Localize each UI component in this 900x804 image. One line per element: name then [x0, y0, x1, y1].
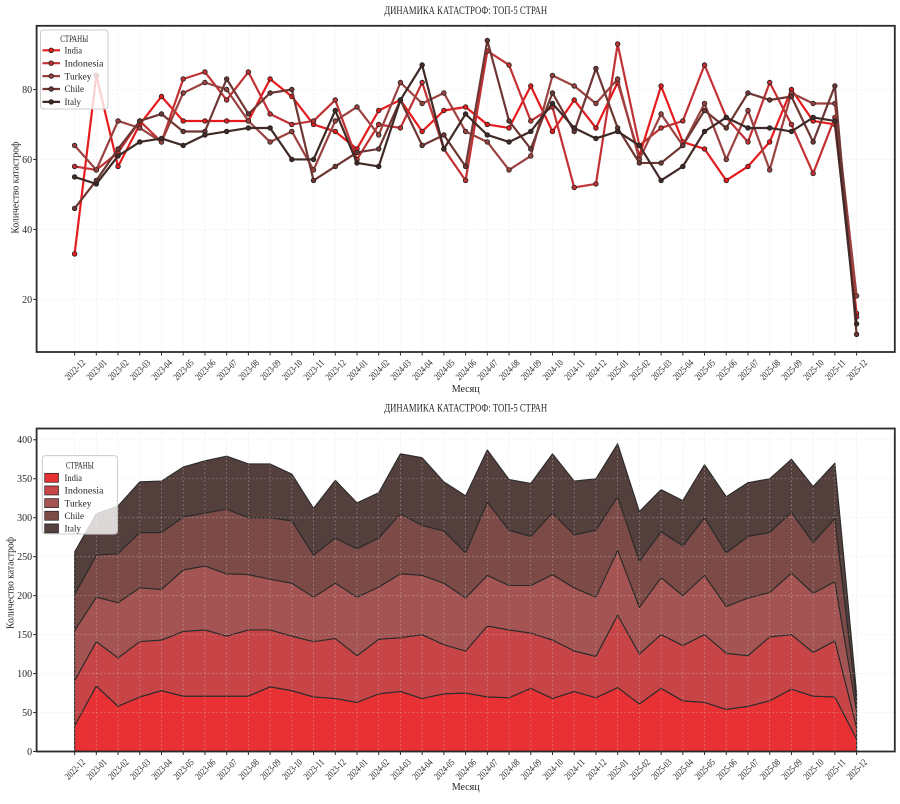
svg-text:0: 0: [27, 747, 32, 758]
svg-text:India: India: [65, 474, 83, 484]
svg-text:40: 40: [22, 225, 32, 236]
svg-text:Italy: Italy: [65, 98, 82, 108]
svg-text:300: 300: [17, 513, 32, 524]
svg-text:60: 60: [22, 155, 32, 166]
svg-text:India: India: [65, 47, 83, 57]
svg-text:СТРАНЫ: СТРАНЫ: [66, 462, 94, 472]
svg-text:100: 100: [17, 669, 32, 680]
svg-text:250: 250: [17, 552, 32, 563]
svg-text:200: 200: [17, 591, 32, 602]
svg-text:Chile: Chile: [65, 512, 85, 522]
svg-text:Indonesia: Indonesia: [65, 59, 105, 69]
svg-text:Indonesia: Indonesia: [65, 487, 105, 497]
svg-text:ДИНАМИКА КАТАСТРОФ: ТОП-5 СТРА: ДИНАМИКА КАТАСТРОФ: ТОП-5 СТРАН: [384, 401, 547, 415]
svg-text:Месяц: Месяц: [452, 782, 480, 793]
svg-text:Turkey: Turkey: [65, 72, 92, 82]
svg-text:Месяц: Месяц: [452, 384, 480, 395]
svg-text:80: 80: [22, 85, 32, 96]
svg-text:20: 20: [22, 295, 32, 306]
svg-text:ДИНАМИКА КАТАСТРОФ: ТОП-5 СТРА: ДИНАМИКА КАТАСТРОФ: ТОП-5 СТРАН: [384, 3, 547, 17]
svg-text:150: 150: [17, 630, 32, 641]
svg-text:350: 350: [17, 474, 32, 485]
svg-text:Chile: Chile: [65, 85, 85, 95]
svg-text:Italy: Italy: [65, 525, 82, 535]
svg-text:Turkey: Turkey: [65, 499, 92, 509]
svg-text:50: 50: [22, 708, 32, 719]
svg-text:Количество катастроф: Количество катастроф: [6, 537, 17, 629]
svg-text:СТРАНЫ: СТРАНЫ: [60, 35, 88, 45]
svg-text:400: 400: [17, 435, 32, 446]
svg-text:Количество катастроф: Количество катастроф: [11, 141, 22, 233]
